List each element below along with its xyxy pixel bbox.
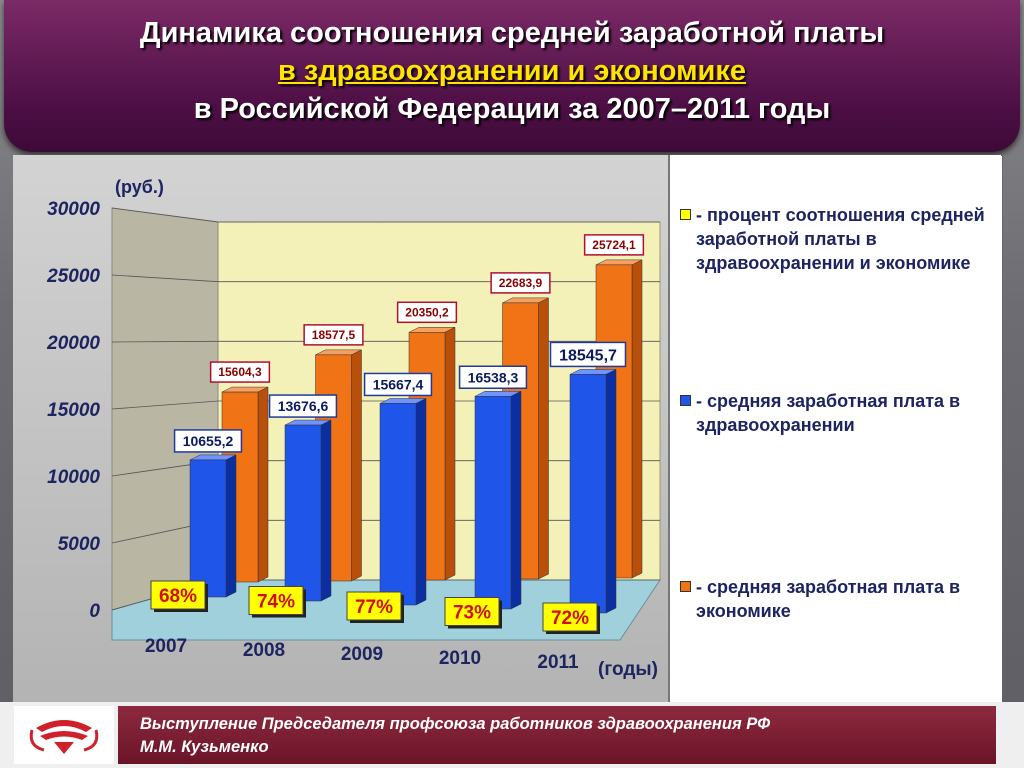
health-value-label: 15667,4	[373, 376, 424, 392]
y-tick-label: 20000	[46, 333, 100, 354]
y-tick-label: 5000	[58, 534, 101, 555]
legend-item-health: - средняя заработная плата в здравоохран…	[680, 389, 996, 437]
gridline	[111, 207, 660, 223]
y-tick-label: 10000	[47, 467, 100, 488]
economy-bar-side	[257, 386, 269, 583]
economy-value-label-box	[209, 361, 271, 383]
title-line-3: в Российской Федерации за 2007–2011 годы	[193, 93, 831, 125]
percent-label: 68%	[159, 586, 197, 607]
economy-value-label: 15604,3	[218, 365, 262, 379]
health-bar-side	[605, 369, 617, 614]
union-logo	[14, 706, 114, 764]
x-tick-label: 2007	[145, 636, 187, 657]
footer-line-1: Выступление Председателя профсоюза работ…	[140, 715, 771, 733]
union-logo-icon	[29, 720, 99, 754]
health-value-label-box	[549, 341, 627, 368]
x-tick-label: 2011	[537, 652, 579, 673]
percent-box	[150, 580, 206, 610]
x-tick-label: 2010	[439, 648, 481, 669]
economy-bar-side	[444, 326, 456, 581]
health-bar-side	[320, 419, 332, 602]
footer-banner: Выступление Председателя профсоюза работ…	[118, 706, 996, 764]
economy-value-label-box	[396, 301, 458, 324]
footer-line-2: М.М. Кузьменко	[140, 738, 269, 756]
health-value-label: 18545,7	[559, 347, 617, 364]
percent-label: 72%	[551, 608, 589, 629]
percent-label: 77%	[355, 597, 393, 618]
health-value-label-box	[173, 429, 243, 453]
percent-box	[346, 591, 402, 621]
x-tick-label: 2009	[341, 644, 383, 665]
x-unit-label: (годы)	[598, 659, 658, 680]
health-value-label-box	[363, 372, 433, 397]
legend-label-economy: - средняя заработная плата в экономике	[696, 577, 961, 621]
y-unit-label: (руб.)	[115, 177, 164, 197]
health-bar	[569, 374, 607, 614]
legend-label-percent: - процент соотношения средней заработной…	[696, 205, 985, 273]
legend-swatch-health	[680, 395, 691, 406]
percent-box	[444, 597, 500, 626]
economy-bar-side	[538, 297, 549, 580]
health-bar-side	[225, 454, 237, 598]
economy-value-label: 20350,2	[405, 305, 449, 319]
economy-value-label-box	[583, 234, 645, 256]
title-line-2: в здравоохранении и экономике	[277, 55, 747, 87]
y-tick-label: 25000	[46, 266, 100, 287]
percent-box	[248, 586, 304, 615]
x-tick-label: 2008	[243, 640, 285, 661]
legend-label-health: - средняя заработная плата в здравоохран…	[696, 391, 961, 435]
economy-bar-side	[631, 259, 643, 579]
percent-label: 74%	[257, 592, 295, 613]
y-tick-label: 30000	[47, 199, 100, 220]
y-tick-label: 15000	[47, 400, 100, 421]
health-value-label-box	[458, 365, 528, 390]
health-bar	[379, 403, 417, 606]
health-value-label: 10655,2	[183, 433, 234, 449]
percent-box	[542, 602, 598, 632]
health-bar-side	[510, 390, 522, 610]
economy-value-label-box	[490, 272, 551, 294]
health-value-label-box	[268, 394, 338, 418]
health-bar	[189, 459, 227, 598]
health-bar	[284, 424, 322, 602]
health-value-label: 16538,3	[468, 369, 519, 385]
legend-item-economy: - средняя заработная плата в экономике	[680, 575, 996, 623]
y-tick-label: 0	[89, 601, 100, 622]
title-banner: Динамика соотношения средней заработной …	[4, 0, 1020, 152]
economy-value-label: 22683,9	[499, 276, 543, 290]
health-value-label: 13676,6	[278, 398, 329, 414]
health-bar-side	[415, 398, 427, 606]
legend-item-percent: - процент соотношения средней заработной…	[680, 203, 996, 275]
economy-value-label: 18577,5	[312, 328, 356, 342]
health-bar	[474, 396, 512, 610]
economy-bar-side	[351, 349, 362, 582]
legend-swatch-percent	[680, 209, 691, 220]
percent-label: 73%	[453, 603, 491, 624]
legend-swatch-economy	[680, 581, 691, 592]
economy-value-label: 25724,1	[592, 238, 636, 252]
economy-value-label-box	[303, 324, 364, 346]
title-line-1: Динамика соотношения средней заработной …	[139, 17, 885, 49]
legend: - процент соотношения средней заработной…	[670, 155, 1001, 707]
